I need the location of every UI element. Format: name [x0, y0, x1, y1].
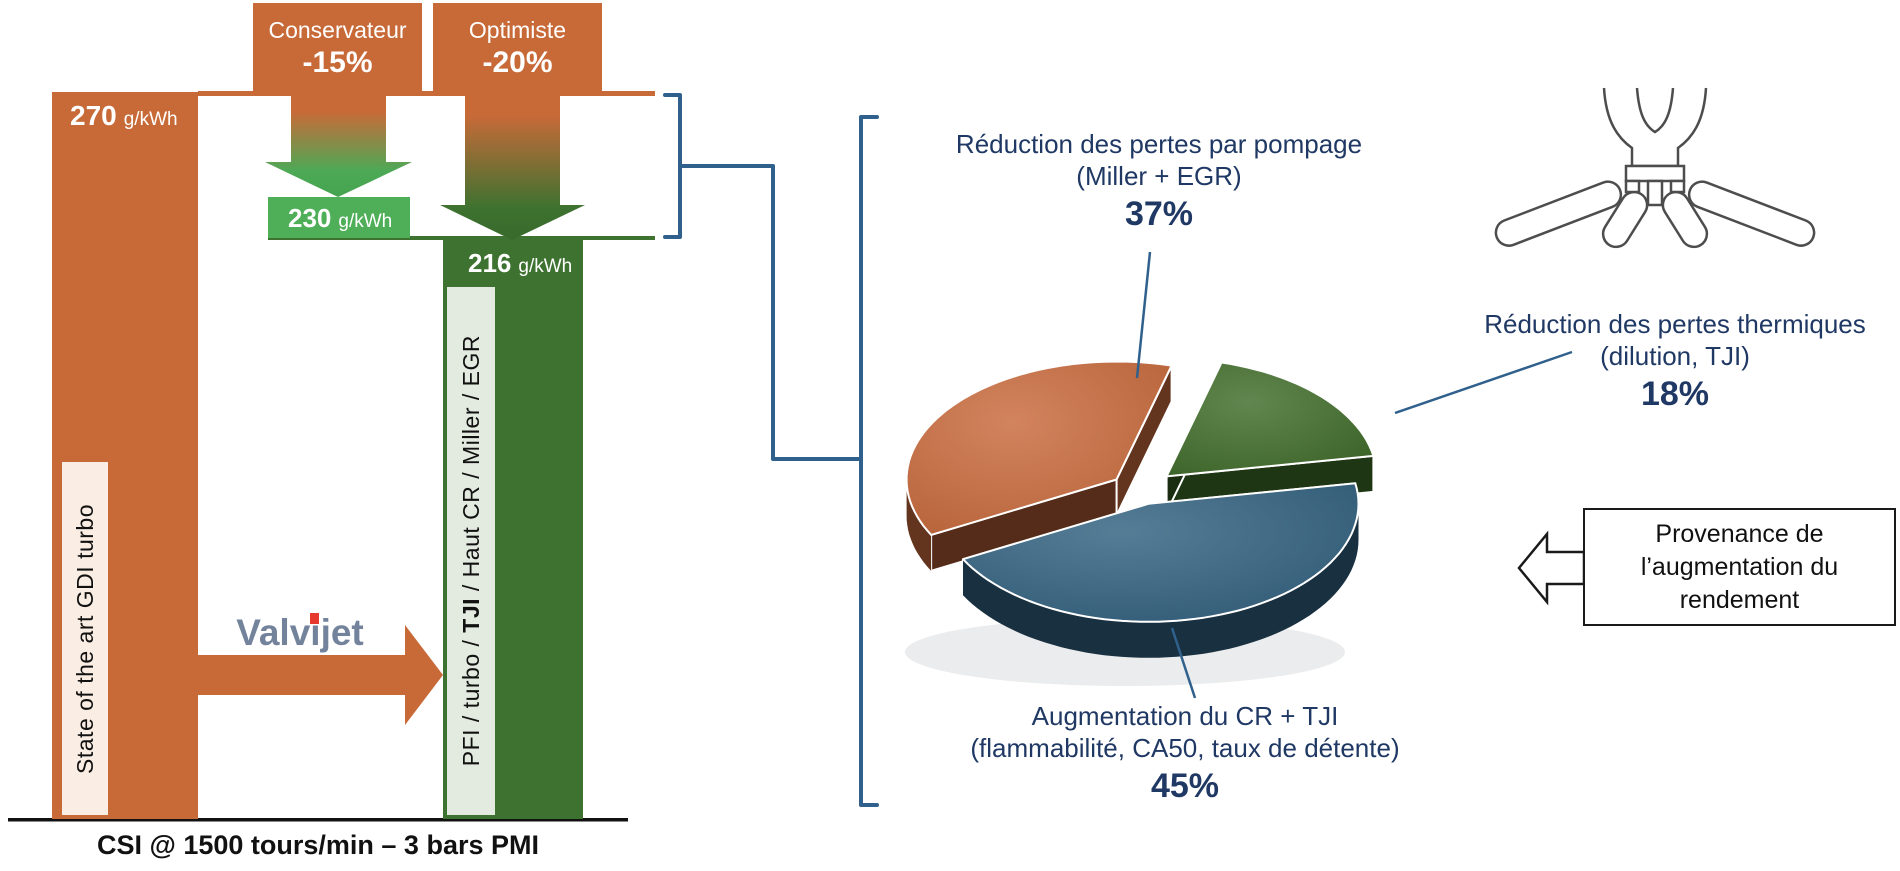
reference-number: 270: [70, 100, 117, 131]
valvijet-logo: Valvijet: [210, 612, 390, 654]
result-label-prefix: PFI / turbo /: [457, 633, 484, 767]
pie-label-augmentation: Augmentation du CR + TJI (flammabilité, …: [938, 700, 1432, 808]
leader-pompage: [1135, 251, 1152, 379]
result-label-suffix: / Haut CR / Miller / EGR: [457, 335, 484, 599]
pompage-line2: (Miller + EGR): [1076, 161, 1242, 191]
brand-part1: Valv: [236, 612, 311, 653]
pompage-percent: 37%: [1124, 195, 1194, 233]
scenario-optimiste-box: Optimiste -20%: [433, 3, 602, 93]
scenario-conservateur-name: Conservateur: [268, 16, 407, 43]
chart-caption: CSI @ 1500 tours/min – 3 bars PMI: [97, 830, 539, 860]
provenance-arrow-icon: [1517, 530, 1586, 606]
brand-part2: jet: [320, 612, 364, 653]
intermediate-unit: g/kWh: [338, 211, 393, 232]
augmentation-percent: 45%: [1150, 767, 1220, 805]
reference-unit: g/kWh: [123, 109, 178, 130]
pie-slice-part: [905, 360, 1173, 536]
pie-chart: [905, 360, 1375, 658]
result-bar-label: PFI / turbo / TJI / Haut CR / Miller / E…: [458, 335, 485, 766]
augmentation-line2: (flammabilité, CA50, taux de détente): [970, 733, 1400, 763]
thermiques-line2: (dilution, TJI): [1600, 341, 1750, 371]
level-line-270: [198, 91, 655, 96]
scenario-conservateur-delta: -15%: [302, 45, 373, 79]
result-value: 216 g/kWh: [468, 248, 572, 279]
leader-thermiques: [1394, 350, 1573, 415]
intermediate-value: 230 g/kWh: [288, 203, 392, 234]
scenario-optimiste-delta: -20%: [482, 45, 553, 79]
provenance-line2: l’augmentation du: [1640, 552, 1839, 581]
thermiques-line1: Réduction des pertes thermiques: [1484, 309, 1866, 339]
injector-spray-icon: [1494, 87, 1816, 249]
baseline-axis: [8, 818, 628, 822]
bracket-link-line: [680, 164, 861, 461]
large-bracket: [859, 115, 879, 807]
scenario-optimiste-name: Optimiste: [468, 16, 567, 43]
reference-bar-label: State of the art GDI turbo: [71, 503, 98, 774]
pie-label-pompage: Réduction des pertes par pompage (Miller…: [928, 128, 1390, 236]
result-bar-label-box: PFI / turbo / TJI / Haut CR / Miller / E…: [447, 287, 495, 815]
brand-i: i: [310, 612, 321, 653]
result-unit: g/kWh: [518, 256, 573, 277]
intermediate-number: 230: [288, 203, 332, 233]
leader-lines: [1135, 251, 1573, 699]
result-number: 216: [468, 248, 512, 278]
provenance-line3: rendement: [1679, 585, 1800, 614]
conservateur-arrow-icon: [265, 93, 412, 197]
pie-label-thermiques: Réduction des pertes thermiques (dilutio…: [1452, 308, 1898, 416]
provenance-line1: Provenance de: [1655, 519, 1824, 548]
reference-bar-label-box: State of the art GDI turbo: [62, 462, 108, 815]
valvijet-arrow-icon: [198, 625, 443, 725]
pie-slice-part: [963, 503, 1359, 658]
small-bracket: [663, 93, 682, 239]
connector-brackets: [663, 93, 879, 807]
reference-value: 270 g/kWh: [70, 100, 178, 132]
pie-slice-part: [906, 479, 932, 571]
provenance-callout-box: Provenance de l’augmentation du rendemen…: [1583, 508, 1896, 626]
result-label-tji: TJI: [457, 598, 484, 634]
scenario-conservateur-box: Conservateur -15%: [253, 3, 422, 93]
optimiste-arrow-icon: [440, 93, 585, 240]
pompage-line1: Réduction des pertes par pompage: [955, 129, 1363, 159]
thermiques-percent: 18%: [1640, 375, 1710, 413]
augmentation-line1: Augmentation du CR + TJI: [1031, 701, 1339, 731]
pie-slice-part: [962, 482, 1360, 623]
intermediate-bar: [268, 197, 410, 238]
level-line-230: [268, 236, 655, 240]
leader-augmentation: [1170, 627, 1197, 699]
pie-slice-part: [1165, 361, 1375, 478]
